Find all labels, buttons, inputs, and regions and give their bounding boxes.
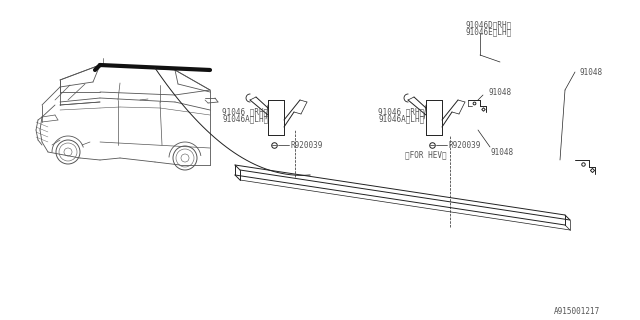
Text: 91046 〈RH〉: 91046 〈RH〉 — [222, 108, 268, 116]
Text: 91048: 91048 — [490, 148, 513, 156]
Text: R920039: R920039 — [290, 140, 323, 149]
Text: 91046D〈RH〉: 91046D〈RH〉 — [465, 20, 511, 29]
Text: 91046E〈LH〉: 91046E〈LH〉 — [465, 28, 511, 36]
Text: 91046A〈LH〉: 91046A〈LH〉 — [378, 115, 424, 124]
Text: R920039: R920039 — [448, 140, 481, 149]
Text: 91046A〈LH〉: 91046A〈LH〉 — [222, 115, 268, 124]
Text: 91046 〈RH〉: 91046 〈RH〉 — [378, 108, 424, 116]
Text: 91048: 91048 — [580, 68, 603, 76]
Text: 〈FOR HEV〉: 〈FOR HEV〉 — [405, 150, 447, 159]
Text: A915001217: A915001217 — [554, 308, 600, 316]
Text: 91048: 91048 — [488, 87, 511, 97]
